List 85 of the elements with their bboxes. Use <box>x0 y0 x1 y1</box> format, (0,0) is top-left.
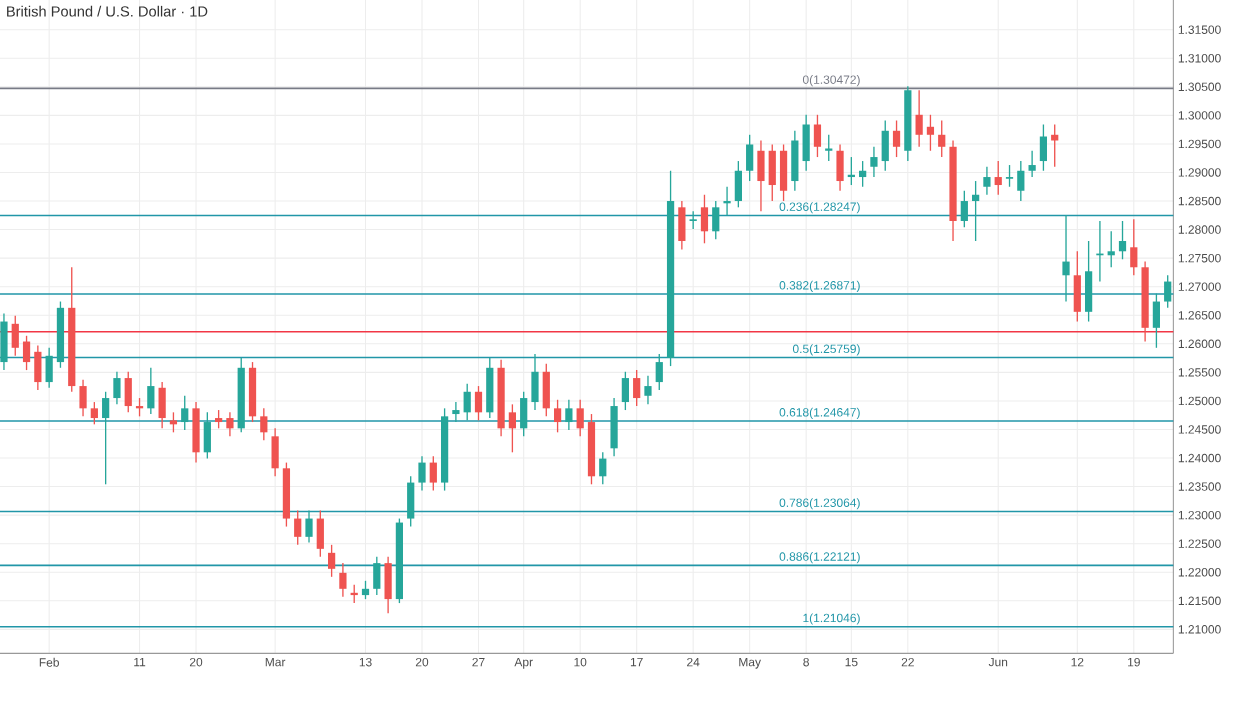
candlestick <box>520 391 528 437</box>
candlestick <box>633 369 641 407</box>
candlestick <box>802 114 810 172</box>
candlestick <box>463 383 471 421</box>
candlestick <box>768 143 776 202</box>
candlestick <box>621 371 629 411</box>
candlestick <box>34 344 42 391</box>
candlestick <box>1028 150 1036 178</box>
candlestick <box>813 114 822 158</box>
candlestick <box>644 375 652 406</box>
candlestick <box>1130 218 1138 276</box>
candlestick <box>700 194 709 244</box>
candlestick <box>678 200 686 251</box>
candlestick <box>203 411 211 460</box>
candlestick <box>361 580 370 600</box>
candlestick <box>260 407 268 441</box>
candlestick <box>1107 230 1115 268</box>
candlestick <box>102 391 110 485</box>
candlestick <box>147 367 155 415</box>
candlestick <box>870 146 878 178</box>
candlestick <box>1039 123 1048 172</box>
candlestick <box>881 119 889 172</box>
candlestick <box>915 89 923 148</box>
candlestick <box>746 134 754 182</box>
candlestick <box>859 160 867 188</box>
candlestick <box>960 190 968 228</box>
candlestick <box>181 395 189 431</box>
candlestick <box>723 186 731 216</box>
candlestick <box>418 455 426 492</box>
candlestick <box>294 509 302 546</box>
candlestick <box>486 357 494 419</box>
candlestick <box>791 130 799 192</box>
candlestick <box>45 347 53 389</box>
candlestick <box>1017 160 1025 202</box>
candlestick <box>972 180 980 242</box>
candlestick <box>373 556 381 596</box>
candlestick <box>305 509 313 544</box>
candlestick <box>169 411 178 433</box>
candlestick <box>339 562 347 598</box>
candlestick <box>192 401 200 464</box>
candlestick <box>610 397 618 457</box>
candlestick <box>1164 274 1172 309</box>
candlestick <box>271 427 279 477</box>
candlestick <box>1118 220 1127 260</box>
candlestick <box>655 353 663 391</box>
candlestick <box>1152 292 1161 349</box>
candlestick <box>825 134 833 162</box>
candlestick <box>983 166 991 196</box>
candlestick <box>836 143 844 192</box>
candlestick <box>712 200 720 240</box>
candlestick <box>1085 240 1093 323</box>
candlestick <box>79 379 87 418</box>
candlestick <box>938 119 946 158</box>
candlestick <box>474 385 483 421</box>
candlestick <box>542 363 550 418</box>
candlestick <box>1005 164 1014 188</box>
candlestick <box>11 315 19 357</box>
candlestick <box>215 409 223 429</box>
candlestick <box>452 401 460 423</box>
candlestick <box>407 475 415 528</box>
candlestick <box>328 544 336 578</box>
candlestick <box>90 401 98 426</box>
candlestick <box>734 160 742 208</box>
candlestick <box>158 381 166 429</box>
candlestick <box>124 371 132 414</box>
candlestick <box>531 353 539 411</box>
candlestick <box>926 114 935 152</box>
candlestick <box>316 509 324 558</box>
candlestick <box>384 556 392 615</box>
candlestick <box>994 160 1002 196</box>
candlestick <box>757 139 765 212</box>
candlestick <box>599 451 607 485</box>
candlestick <box>429 455 437 492</box>
candlestick <box>22 335 31 371</box>
candlestick <box>892 119 901 158</box>
candlestick <box>553 399 562 433</box>
candlestick <box>508 403 516 453</box>
candlestick <box>0 312 8 371</box>
candlestick <box>576 399 584 437</box>
candlestick <box>1073 250 1081 323</box>
candlestick <box>779 143 788 202</box>
candlestick <box>226 411 234 437</box>
candlestick <box>1062 214 1070 303</box>
candlestick <box>113 371 121 406</box>
candlestick <box>565 399 573 431</box>
